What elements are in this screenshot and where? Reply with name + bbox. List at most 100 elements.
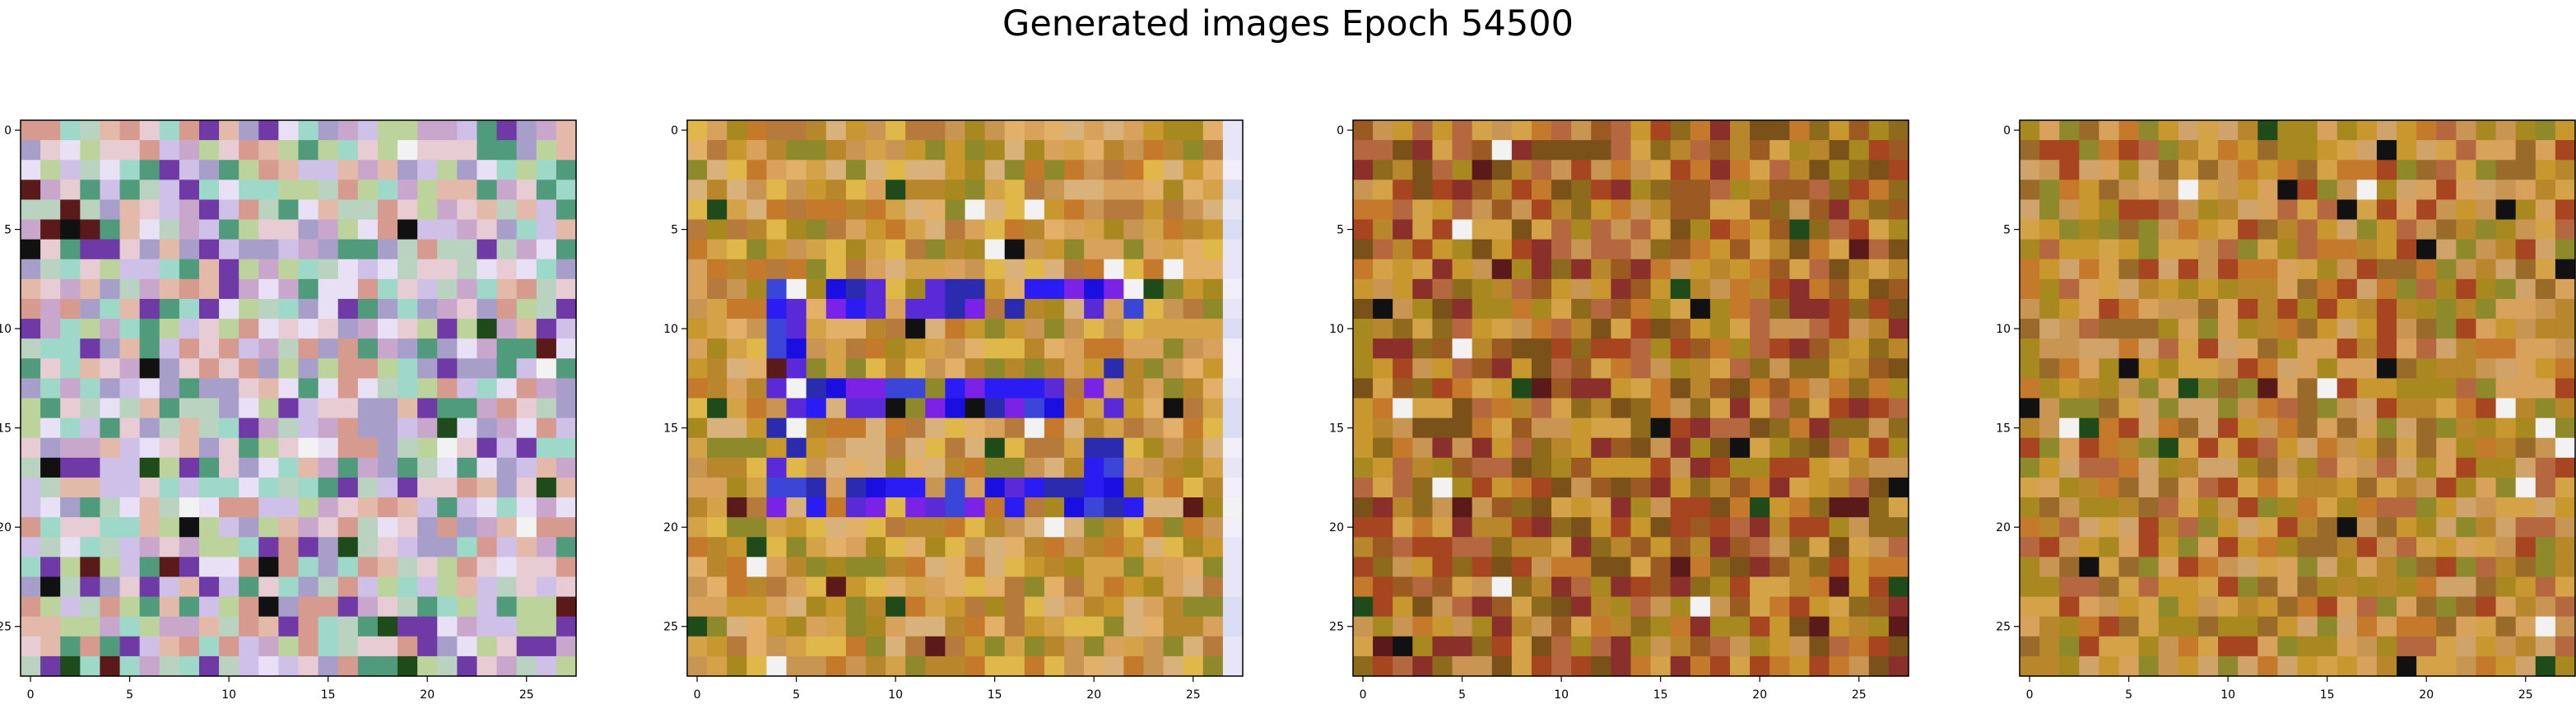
pixel-cell [1809,120,1830,141]
pixel-cell [865,278,886,300]
pixel-cell [2118,259,2140,280]
pixel-cell [2297,180,2318,201]
pixel-cell [100,160,121,180]
pixel-cell [2197,636,2219,657]
pixel-cell [1888,616,1909,637]
pixel-cell [1789,199,1811,221]
pixel-cell [1789,457,1811,478]
pixel-cell [1709,219,1731,240]
pixel-cell [825,120,847,141]
pixel-cell [2356,160,2378,180]
pixel-cell [477,219,498,240]
pixel-cell [2099,319,2120,339]
pixel-cell [198,140,220,161]
pixel-cell [496,278,518,300]
pixel-cell [2416,319,2437,339]
pixel-cell [2158,596,2179,618]
pixel-cell [2218,338,2239,359]
pixel-cell [746,319,768,339]
pixel-cell [2356,616,2378,637]
pixel-cell [2059,417,2080,439]
pixel-cell [2138,557,2160,578]
pixel-cell [1611,517,1632,538]
pixel-cell [1183,160,1204,180]
pixel-cell [1004,517,1025,538]
pixel-cell [905,596,926,618]
pixel-cell [2515,537,2536,557]
pixel-cell [318,160,339,180]
pixel-cell [1809,199,1830,221]
pixel-cell [2059,457,2080,478]
pixel-cell [1452,477,1473,498]
pixel-cell [1432,477,1453,498]
pixel-cell [1611,298,1632,320]
pixel-cell [258,378,279,399]
pixel-cell [2495,140,2517,161]
pixel-cell [357,596,379,618]
pixel-cell [2039,219,2060,240]
pixel-cell [1531,636,1552,657]
pixel-cell [159,417,180,439]
pixel-cell [1829,517,1850,538]
pixel-cell [2197,517,2219,538]
pixel-cell [2277,437,2299,459]
pixel-cell [258,199,279,221]
pixel-cell [2059,239,2080,260]
pixel-cell [886,239,906,260]
pixel-cell [1809,160,1830,180]
pixel-cell [2317,338,2338,359]
pixel-cell [1709,140,1731,161]
pixel-cell [258,457,279,478]
pixel-cell [159,457,180,478]
pixel-cell [298,517,319,538]
pixel-cell [2456,596,2477,618]
pixel-cell [1750,655,1770,677]
pixel-cell [2059,140,2080,161]
pixel-cell [1868,616,1890,637]
pixel-cell [1809,358,1830,379]
pixel-cell [2436,616,2457,637]
pixel-cell [2059,537,2080,557]
pixel-cell [21,358,41,379]
pixel-cell [1412,160,1434,180]
pixel-cell [865,219,886,240]
pixel-cell [1222,239,1244,260]
x-tick-label: 10 [1554,688,1569,702]
pixel-cell [2515,338,2536,359]
pixel-cell [707,278,728,300]
pixel-cell [1888,417,1909,439]
pixel-cell [219,398,239,419]
pixel-cell [357,398,379,419]
pixel-cell [1531,239,1552,260]
pixel-cell [1163,517,1184,538]
pixel-cell [2118,199,2140,221]
pixel-cell [21,398,41,419]
pixel-cell [1769,199,1790,221]
pixel-cell [1491,655,1513,677]
pixel-cell [1789,517,1811,538]
pixel-cell [2020,278,2040,300]
pixel-cell [1611,497,1632,518]
pixel-cell [1630,596,1652,618]
pixel-cell [1432,298,1453,320]
pixel-cell [2039,278,2060,300]
pixel-cell [536,636,557,657]
pixel-cell [1183,199,1204,221]
pixel-cell [1670,398,1691,419]
pixel-cell [845,616,867,637]
pixel-cell [1393,497,1413,518]
pixel-cell [298,497,319,518]
pixel-cell [2397,338,2417,359]
pixel-cell [965,457,986,478]
pixel-cell [2178,596,2199,618]
pixel-cell [179,160,200,180]
pixel-cell [496,398,518,419]
y-tick-label: 15 [1329,422,1344,436]
pixel-cell [1064,417,1085,439]
pixel-cell [60,219,81,240]
pixel-cell [2456,557,2477,578]
pixel-cell [1163,219,1184,240]
pixel-cell [1044,596,1065,618]
pixel-cell [2277,219,2299,240]
